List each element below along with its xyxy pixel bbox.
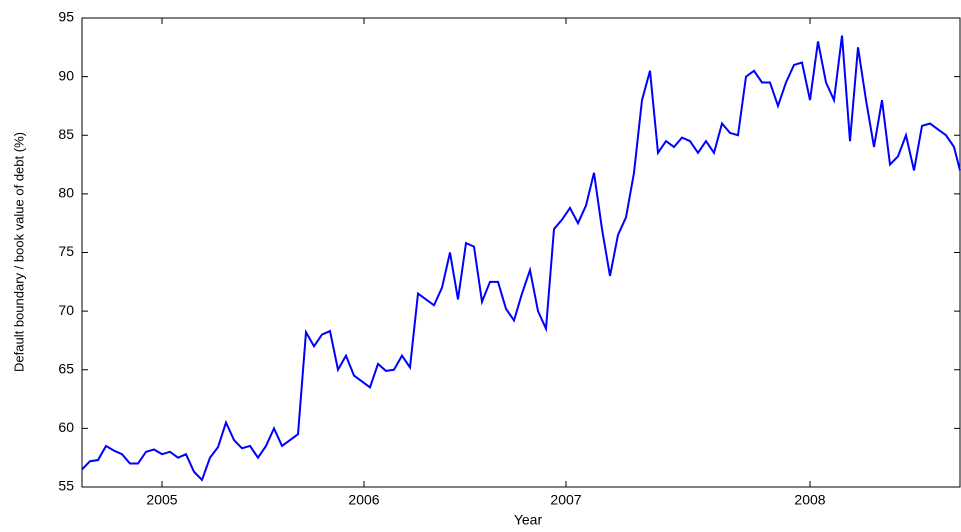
x-tick-label: 2008 [794, 492, 825, 508]
y-tick-label: 90 [58, 67, 74, 83]
y-tick-label: 85 [58, 126, 74, 142]
y-tick-label: 95 [58, 9, 74, 25]
y-tick-label: 60 [58, 419, 74, 435]
x-axis-label: Year [514, 512, 543, 528]
y-tick-label: 70 [58, 302, 74, 318]
y-tick-label: 75 [58, 243, 74, 259]
y-axis-label: Default boundary / book value of debt (%… [11, 132, 26, 372]
y-tick-label: 55 [58, 478, 74, 494]
x-tick-label: 2006 [348, 492, 379, 508]
x-tick-label: 2007 [550, 492, 581, 508]
y-tick-label: 65 [58, 360, 74, 376]
x-tick-label: 2005 [146, 492, 177, 508]
data-line [81, 35, 961, 482]
y-tick-label: 80 [58, 185, 74, 201]
